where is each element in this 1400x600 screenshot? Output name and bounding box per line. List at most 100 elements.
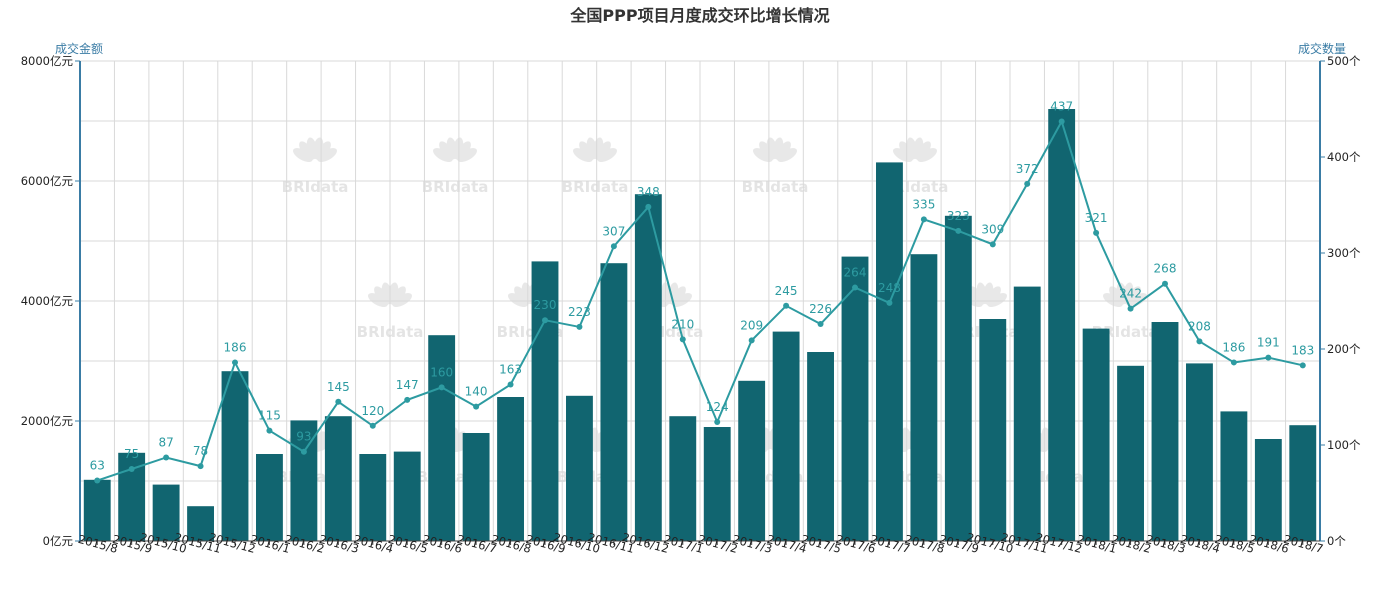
count-point	[679, 336, 686, 343]
data-label: 245	[775, 284, 798, 298]
bar	[497, 397, 524, 541]
data-label: 160	[430, 365, 453, 379]
count-point	[128, 466, 135, 472]
data-label: 145	[327, 380, 350, 394]
bar	[1117, 365, 1144, 541]
bar	[393, 451, 421, 541]
count-point	[335, 398, 342, 405]
data-label: 78	[193, 444, 208, 458]
left-tick-label: 2000亿元	[21, 414, 74, 428]
watermark-leaf	[672, 293, 693, 308]
bar	[256, 454, 283, 541]
data-label: 115	[258, 409, 281, 423]
bar	[772, 331, 800, 541]
count-point	[507, 381, 514, 388]
left-tick-label: 8000亿元	[21, 54, 74, 68]
bar	[1186, 363, 1213, 541]
count-point	[886, 299, 893, 306]
watermark-leaf	[987, 293, 1008, 308]
data-label: 307	[602, 224, 625, 238]
bar	[324, 416, 352, 541]
count-point	[1299, 362, 1306, 369]
data-label: 268	[1154, 262, 1177, 276]
count-point	[163, 454, 170, 461]
watermark-logo: BRIdata	[562, 137, 629, 196]
bar	[1289, 425, 1317, 541]
bar	[876, 162, 903, 541]
count-point	[438, 384, 445, 391]
bar	[1220, 411, 1248, 541]
data-label: 321	[1085, 211, 1108, 225]
data-label: 210	[671, 317, 694, 331]
bar	[841, 256, 869, 541]
watermark-text: BRIdata	[742, 178, 809, 196]
count-point	[576, 323, 583, 330]
count-point	[94, 477, 101, 484]
watermark-leaf	[457, 148, 478, 163]
count-line	[96, 118, 1303, 482]
data-label: 248	[878, 281, 901, 295]
data-label: 230	[534, 298, 557, 312]
count-point	[645, 203, 652, 210]
bar	[428, 335, 456, 541]
watermark-logo: BRIdata	[742, 137, 809, 196]
count-point	[748, 337, 755, 344]
bar	[1254, 439, 1282, 541]
watermark-text: BRIdata	[282, 178, 349, 196]
count-point	[920, 216, 927, 223]
watermark-leaf	[317, 148, 338, 163]
watermark-text: BRIdata	[562, 178, 629, 196]
bar	[152, 484, 180, 541]
count-point	[1127, 305, 1134, 312]
count-point	[714, 418, 721, 425]
data-label: 209	[740, 318, 763, 332]
data-label: 87	[158, 435, 173, 449]
bar	[979, 319, 1007, 541]
data-label: 124	[706, 400, 729, 414]
watermark-leaf	[917, 148, 938, 163]
bar	[669, 416, 697, 541]
chart-title: 全国PPP项目月度成交环比增长情况	[569, 6, 829, 25]
data-label: 437	[1050, 99, 1073, 113]
data-label: 223	[568, 305, 591, 319]
bar	[83, 479, 111, 541]
data-label: 163	[499, 363, 522, 377]
bar	[944, 215, 972, 542]
left-tick-label: 6000亿元	[21, 174, 74, 188]
data-label: 147	[396, 378, 419, 392]
count-point	[266, 427, 273, 434]
count-point	[1196, 338, 1203, 345]
watermark-leaf	[597, 148, 618, 163]
data-label: 186	[1222, 340, 1245, 354]
bar-series	[83, 109, 1317, 542]
bar	[634, 194, 662, 541]
count-point	[369, 422, 376, 429]
bar	[600, 263, 628, 541]
bar	[1082, 328, 1110, 541]
count-point	[610, 243, 617, 250]
bar	[1151, 322, 1179, 541]
data-label: 63	[90, 459, 105, 473]
count-point	[232, 359, 238, 366]
watermark-logo: BRIdata	[422, 137, 488, 196]
right-tick-label: 100个	[1327, 438, 1361, 452]
left-tick-label: 4000亿元	[21, 294, 74, 308]
watermark-leaf	[777, 148, 798, 163]
bar	[359, 454, 387, 541]
watermark-leaf	[1127, 293, 1148, 308]
watermark-logo: BRIdata	[282, 137, 349, 196]
bar	[566, 395, 593, 541]
bar	[531, 261, 559, 541]
data-label: 191	[1257, 336, 1280, 350]
bar	[221, 371, 249, 541]
right-tick-label: 0个	[1327, 534, 1346, 548]
bar	[1013, 286, 1041, 541]
left-axis-title: 成交金额	[55, 41, 103, 56]
data-label: 186	[224, 340, 247, 354]
watermark-logo: BRIdata	[1092, 282, 1158, 341]
count-point	[1058, 118, 1065, 125]
count-point	[955, 227, 962, 234]
bar	[703, 427, 731, 541]
